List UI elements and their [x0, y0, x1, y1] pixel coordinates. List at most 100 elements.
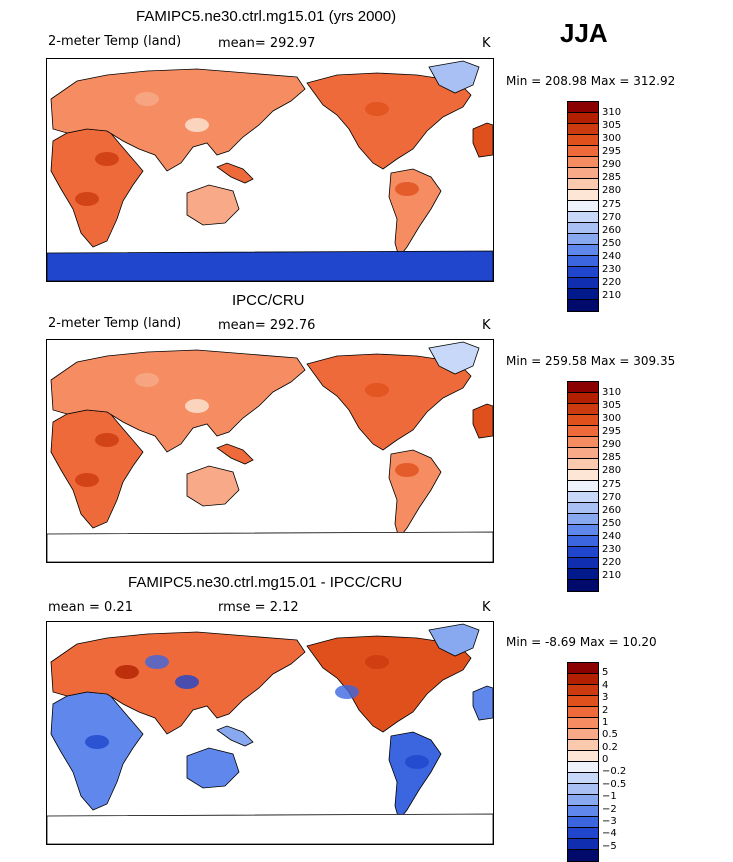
- panel-1-minmax: Min = 208.98 Max = 312.92: [506, 74, 676, 88]
- colorbar-tick-label: 240: [602, 530, 622, 542]
- colorbar-swatch: [568, 762, 598, 773]
- colorbar-tick-label: 240: [602, 250, 622, 262]
- colorbar-swatch: [568, 245, 598, 256]
- landmass-samerica: [388, 449, 442, 539]
- colorbar-tick-label: 300: [602, 133, 622, 145]
- colorbar-swatch: [568, 685, 598, 696]
- colorbar-tick-label: 220: [602, 276, 622, 288]
- colorbar-tick-label: 1: [602, 716, 609, 728]
- colorbar-swatch: [568, 547, 598, 558]
- colorbar-swatch: [568, 663, 598, 674]
- colorbar-swatch: [568, 503, 598, 514]
- colorbar-swatch: [568, 113, 598, 124]
- colorbar-tick-label: 270: [602, 211, 622, 223]
- colorbar-swatch: [568, 267, 598, 278]
- colorbar-tick-label: 250: [602, 517, 622, 529]
- colorbar-swatch: [568, 696, 598, 707]
- colorbar-swatch: [568, 300, 598, 311]
- colorbar-tick-label: 295: [602, 146, 622, 158]
- colorbar-swatch: [568, 393, 598, 404]
- colorbar-swatch: [568, 404, 598, 415]
- landmass-westeurope: [472, 122, 493, 158]
- colorbar-tick-label: 305: [602, 120, 622, 132]
- colorbar-tick-label: −2: [602, 803, 617, 815]
- colorbar-tick-label: 220: [602, 556, 622, 568]
- panel-3-map: [46, 621, 494, 845]
- colorbar-swatch: [568, 459, 598, 470]
- panel-3-rmse: rmse = 2.12: [218, 600, 299, 615]
- colorbar-tick-label: 280: [602, 465, 622, 477]
- colorbar-tick-label: −0.5: [602, 778, 627, 790]
- colorbar-swatch: [568, 795, 598, 806]
- field-texture: [95, 152, 119, 166]
- colorbar-swatch: [568, 157, 598, 168]
- colorbar-swatch: [568, 102, 598, 113]
- colorbar-swatch: [568, 751, 598, 762]
- colorbar-tick-label: 295: [602, 426, 622, 438]
- colorbar-swatch: [568, 278, 598, 289]
- panel-2-units: K: [482, 318, 491, 333]
- colorbar-swatch: [568, 674, 598, 685]
- panel-1-variable-label: 2-meter Temp (land): [48, 34, 182, 49]
- panel-2-mean: mean= 292.76: [218, 318, 316, 333]
- field-texture: [365, 383, 389, 397]
- colorbar-swatch: [568, 448, 598, 459]
- landmass-seasia: [216, 162, 254, 184]
- colorbar-swatch: [568, 718, 598, 729]
- field-texture: [395, 182, 419, 196]
- colorbar-tick-label: 310: [602, 107, 622, 119]
- colorbar-swatch: [568, 839, 598, 850]
- colorbar-swatch: [568, 201, 598, 212]
- landmass-seasia: [216, 725, 254, 747]
- panel-3-colorbar: [567, 662, 599, 862]
- colorbar-swatch: [568, 470, 598, 481]
- field-texture: [405, 755, 429, 769]
- landmass-eurasia: [50, 68, 306, 172]
- colorbar-tick-label: −0.2: [602, 766, 627, 778]
- colorbar-tick-label: 285: [602, 172, 622, 184]
- panel-2-map: [46, 339, 494, 563]
- field-texture: [135, 373, 159, 387]
- colorbar-tick-label: 4: [602, 679, 609, 691]
- colorbar-swatch: [568, 212, 598, 223]
- colorbar-swatch: [568, 415, 598, 426]
- colorbar-tick-label: 285: [602, 452, 622, 464]
- landmass-namerica: [306, 72, 472, 170]
- landmass-eurasia: [50, 349, 306, 453]
- field-texture: [365, 655, 389, 669]
- field-texture: [185, 118, 209, 132]
- colorbar-swatch: [568, 223, 598, 234]
- panel-2-variable-label: 2-meter Temp (land): [48, 316, 182, 331]
- colorbar-swatch: [568, 146, 598, 157]
- colorbar-tick-label: 2: [602, 704, 609, 716]
- colorbar-swatch: [568, 179, 598, 190]
- colorbar-tick-label: −4: [602, 828, 617, 840]
- panel-2-minmax: Min = 259.58 Max = 309.35: [506, 354, 676, 368]
- landmass-antarctica: [47, 250, 493, 281]
- colorbar-swatch: [568, 135, 598, 146]
- colorbar-swatch: [568, 558, 598, 569]
- panel-2-title: IPCC/CRU: [232, 292, 305, 309]
- colorbar-tick-label: −5: [602, 840, 617, 852]
- colorbar-swatch: [568, 525, 598, 536]
- field-texture: [395, 463, 419, 477]
- colorbar-swatch: [568, 514, 598, 525]
- field-texture: [185, 399, 209, 413]
- colorbar-tick-label: 230: [602, 543, 622, 555]
- colorbar-tick-label: 230: [602, 263, 622, 275]
- colorbar-swatch: [568, 580, 598, 591]
- colorbar-swatch: [568, 773, 598, 784]
- field-texture: [135, 92, 159, 106]
- colorbar-swatch: [568, 806, 598, 817]
- landmass-australia: [186, 465, 240, 507]
- landmass-westeurope: [472, 403, 493, 439]
- landmass-samerica: [388, 731, 442, 821]
- colorbar-swatch: [568, 168, 598, 179]
- colorbar-swatch: [568, 234, 598, 245]
- colorbar-tick-label: 0: [602, 754, 609, 765]
- colorbar-swatch: [568, 707, 598, 718]
- colorbar-swatch: [568, 828, 598, 839]
- colorbar-tick-label: 260: [602, 224, 622, 236]
- colorbar-tick-label: 5: [602, 667, 609, 679]
- colorbar-swatch: [568, 190, 598, 201]
